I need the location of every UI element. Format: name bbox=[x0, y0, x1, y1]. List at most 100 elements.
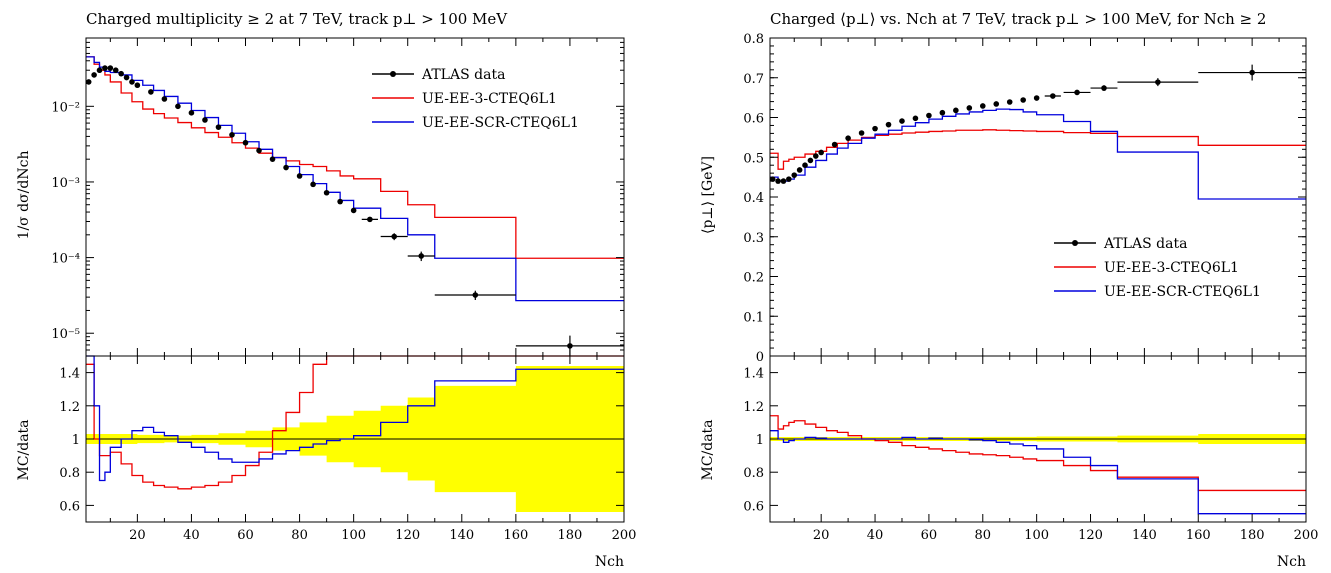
data-point bbox=[148, 89, 154, 95]
ratio-y-tick-label: 0.8 bbox=[59, 466, 80, 481]
legend-label-1: UE-EE-3-CTEQ6L1 bbox=[1104, 260, 1239, 276]
data-point bbox=[993, 101, 1000, 107]
ratio-y-tick-label: 0.6 bbox=[59, 499, 80, 514]
data-point bbox=[123, 74, 130, 81]
x-tick-label: 40 bbox=[867, 528, 884, 543]
data-point bbox=[1074, 89, 1080, 96]
legend-marker bbox=[1072, 240, 1078, 246]
y-tick-label: 0.5 bbox=[743, 151, 764, 166]
series-line-2 bbox=[770, 108, 1306, 200]
data-point bbox=[979, 103, 986, 109]
y-tick-label: 0.7 bbox=[743, 72, 764, 87]
y-tick-label: 0.6 bbox=[743, 112, 764, 127]
data-point bbox=[96, 67, 103, 74]
data-point bbox=[323, 189, 330, 196]
x-tick-label: 100 bbox=[341, 528, 366, 543]
data-point bbox=[296, 173, 303, 179]
y-tick-label: 0 bbox=[756, 350, 764, 365]
data-point bbox=[102, 65, 108, 71]
x-tick-label: 80 bbox=[975, 528, 992, 543]
data-point bbox=[391, 233, 398, 240]
legend-label-0: ATLAS data bbox=[1103, 236, 1187, 252]
data-point bbox=[858, 130, 865, 136]
data-point bbox=[1249, 69, 1255, 76]
data-point bbox=[112, 67, 119, 74]
data-point bbox=[175, 103, 181, 110]
series-line-1 bbox=[86, 56, 624, 259]
ratio-y-tick-label: 1.2 bbox=[59, 400, 80, 415]
data-point bbox=[831, 141, 838, 148]
data-point bbox=[161, 96, 168, 102]
x-tick-label: 200 bbox=[612, 528, 637, 543]
data-point bbox=[802, 162, 808, 168]
right-y-axis-label: ⟨p⊥⟩ [GeV] bbox=[700, 156, 716, 234]
data-point bbox=[1101, 85, 1107, 91]
y-tick-label: 0.1 bbox=[743, 310, 764, 325]
data-point bbox=[188, 110, 195, 116]
y-tick-label: 10⁻³ bbox=[51, 176, 80, 191]
data-point bbox=[567, 343, 573, 349]
y-tick-label: 10⁻² bbox=[51, 100, 80, 115]
data-point bbox=[872, 125, 878, 132]
ratio-line-2 bbox=[86, 355, 624, 482]
data-point bbox=[818, 149, 824, 156]
data-point bbox=[418, 253, 425, 259]
left-title: Charged multiplicity ≥ 2 at 7 TeV, track… bbox=[86, 10, 508, 28]
ratio-y-tick-label: 1 bbox=[756, 433, 764, 448]
legend-label-2: UE-EE-SCR-CTEQ6L1 bbox=[1104, 284, 1261, 300]
data-point bbox=[91, 72, 97, 78]
data-point bbox=[350, 207, 357, 214]
main-frame bbox=[769, 37, 1307, 357]
ratio-y-tick-label: 0.8 bbox=[743, 466, 764, 481]
left-ratio-y-axis-label: MC/data bbox=[16, 419, 32, 480]
data-point bbox=[1155, 79, 1161, 85]
data-point bbox=[780, 178, 787, 184]
data-point bbox=[256, 147, 262, 154]
y-tick-label: 0.3 bbox=[743, 231, 764, 246]
data-point bbox=[118, 70, 124, 77]
ratio-y-tick-label: 1.2 bbox=[743, 400, 764, 415]
series-line-1 bbox=[770, 129, 1306, 170]
data-point bbox=[134, 82, 141, 89]
data-point bbox=[367, 216, 373, 223]
x-tick-label: 160 bbox=[1186, 528, 1211, 543]
data-point bbox=[1050, 93, 1056, 99]
ratio-line-2 bbox=[770, 430, 1306, 515]
left-plot: Charged multiplicity ≥ 2 at 7 TeV, track… bbox=[16, 10, 636, 570]
data-point bbox=[769, 176, 776, 182]
data-point bbox=[845, 135, 851, 141]
data-point bbox=[1006, 99, 1013, 105]
x-tick-label: 100 bbox=[1024, 528, 1049, 543]
y-tick-label: 10⁻⁴ bbox=[51, 252, 80, 267]
data-point bbox=[310, 181, 316, 188]
ratio-y-tick-label: 1.4 bbox=[59, 367, 80, 382]
data-point bbox=[337, 198, 343, 205]
data-point bbox=[786, 176, 792, 182]
data-point bbox=[1033, 95, 1040, 101]
data-point bbox=[202, 117, 208, 123]
x-tick-label: 80 bbox=[291, 528, 308, 543]
x-tick-label: 120 bbox=[395, 528, 420, 543]
data-point bbox=[796, 167, 803, 173]
ratio-line-1 bbox=[770, 415, 1306, 492]
data-point bbox=[215, 124, 222, 130]
y-tick-label: 10⁻⁵ bbox=[51, 327, 80, 342]
right-x-axis-label: Nch bbox=[1277, 554, 1306, 570]
legend-label-0: ATLAS data bbox=[421, 67, 505, 83]
x-tick-label: 20 bbox=[129, 528, 146, 543]
right-plot: Charged ⟨p⊥⟩ vs. Nch at 7 TeV, track p⊥ … bbox=[700, 10, 1318, 570]
data-point bbox=[885, 121, 892, 128]
x-tick-label: 180 bbox=[558, 528, 583, 543]
x-tick-label: 20 bbox=[813, 528, 830, 543]
legend-label-1: UE-EE-3-CTEQ6L1 bbox=[422, 91, 557, 107]
data-point bbox=[129, 79, 135, 85]
ratio-line-1 bbox=[86, 355, 624, 490]
data-point bbox=[899, 118, 905, 124]
data-point bbox=[953, 107, 959, 114]
y-tick-label: 0.4 bbox=[743, 191, 764, 206]
left-y-axis-label: 1/σ dσ/dNch bbox=[16, 151, 32, 240]
x-tick-label: 200 bbox=[1294, 528, 1319, 543]
main-frame bbox=[85, 37, 625, 357]
data-point bbox=[283, 164, 289, 171]
